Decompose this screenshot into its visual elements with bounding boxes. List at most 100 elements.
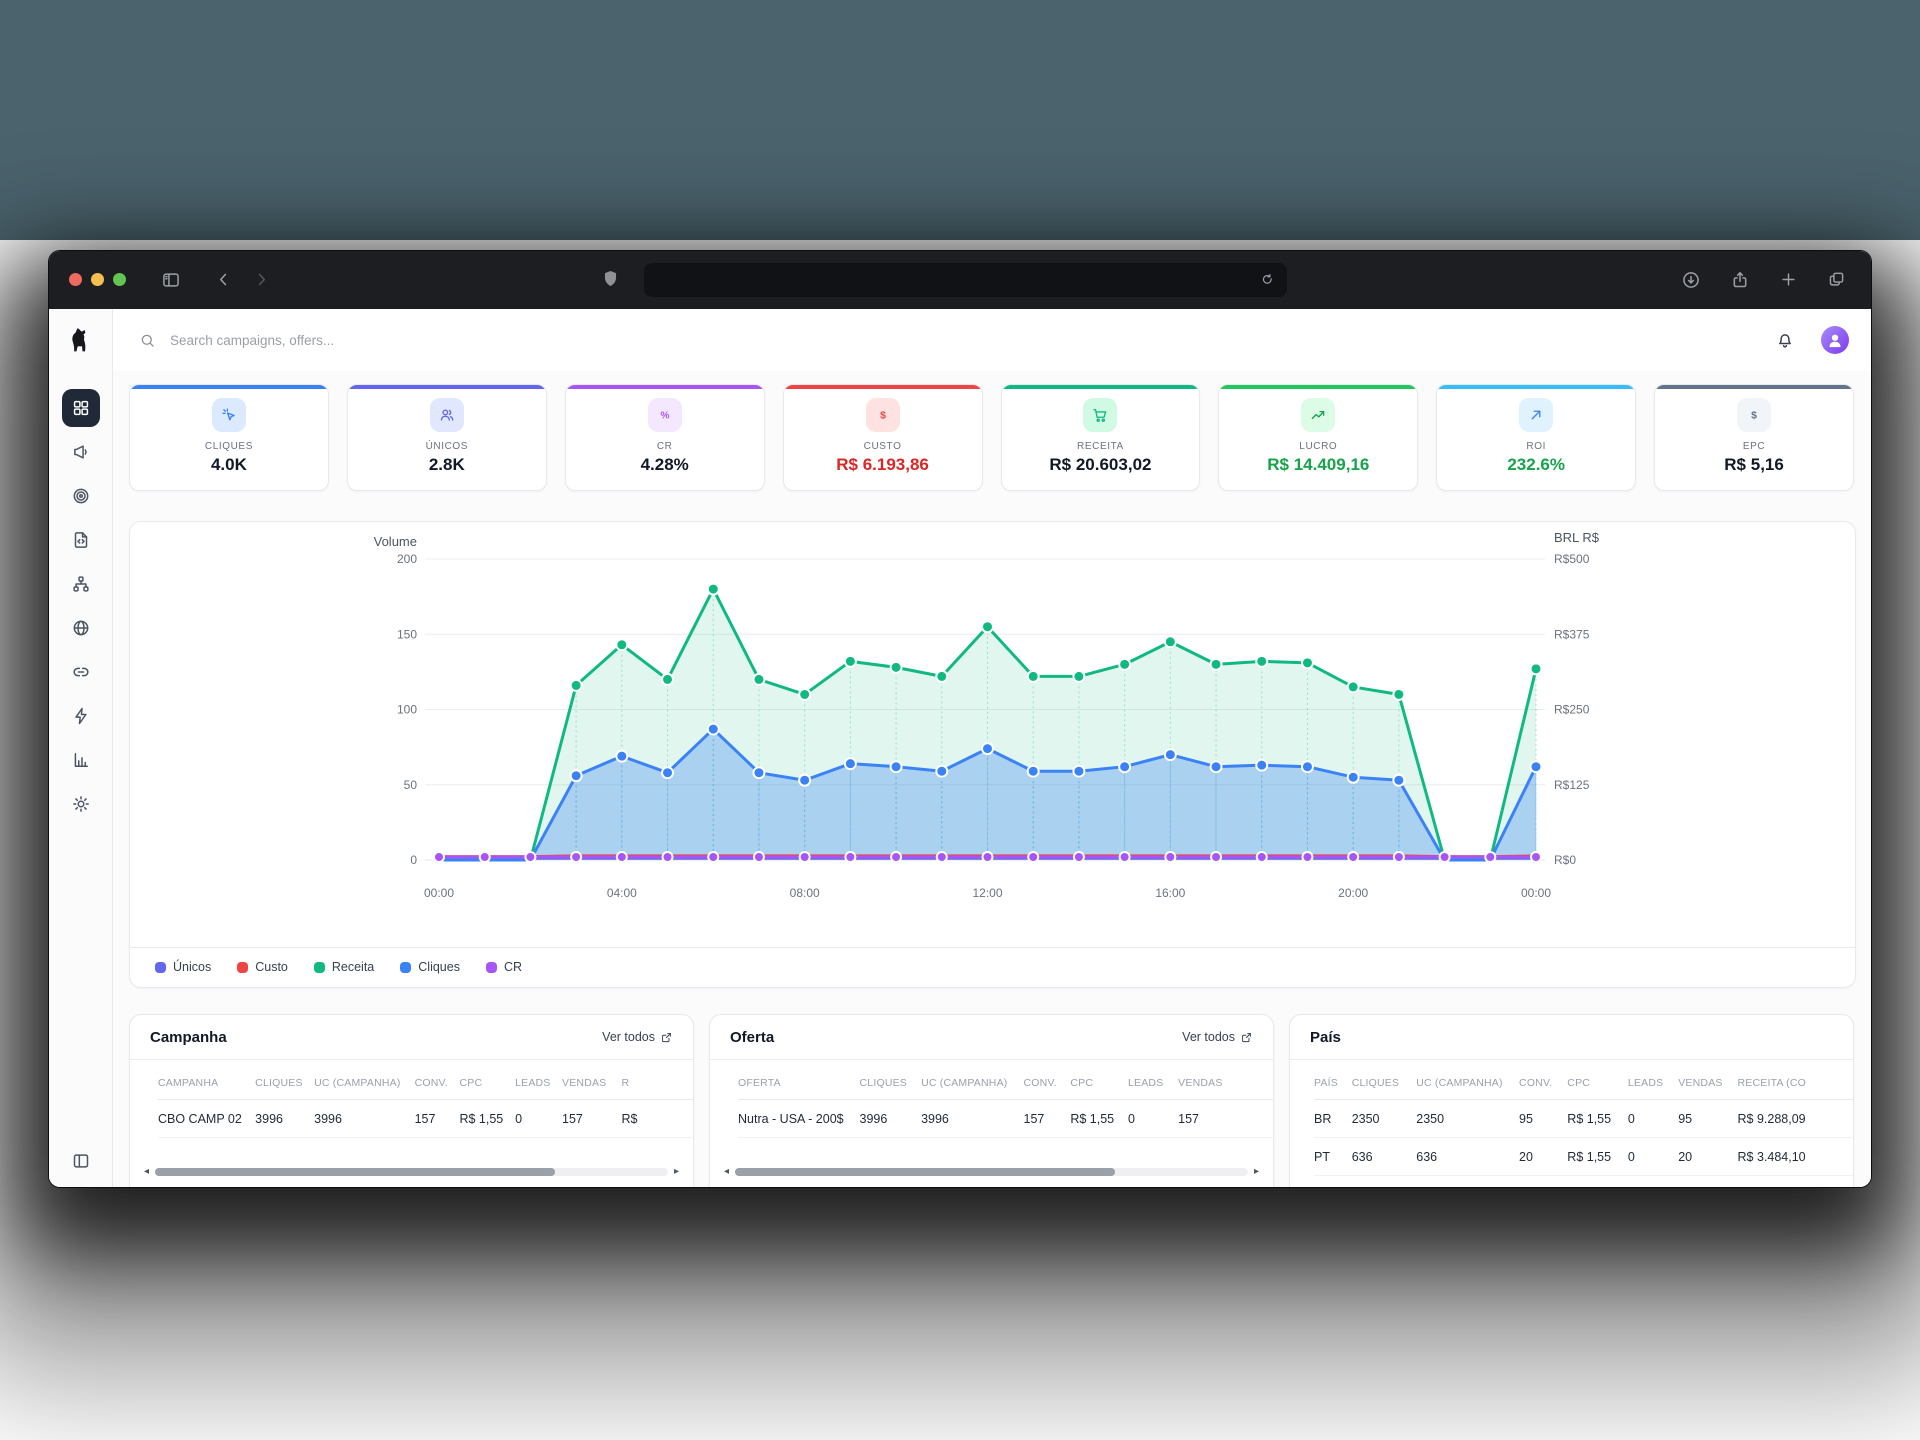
kpi-value: R$ 5,16 (1724, 455, 1784, 474)
close-button[interactable] (69, 273, 82, 286)
sidebar-item-automation[interactable] (62, 697, 100, 735)
panel-left-icon (163, 273, 179, 287)
app-root: CLIQUES 4.0K ÚNICOS 2.8K% CR 4.28% $ CUSTO R$ 6.… (49, 309, 1871, 1187)
grid-icon (73, 400, 88, 416)
horizontal-scrollbar[interactable]: ◂ ▸ (144, 1165, 679, 1179)
ver-todos-link[interactable]: Ver todos (1182, 1030, 1253, 1044)
user-avatar[interactable] (1821, 326, 1849, 354)
sidebar-item-domains[interactable] (62, 609, 100, 647)
scroll-left-arrow[interactable]: ◂ (144, 1166, 150, 1177)
kpi-accent-bar (130, 385, 328, 389)
svg-text:R$250: R$250 (1554, 703, 1590, 717)
sidebar-item-landing-pages[interactable] (62, 521, 100, 559)
kpi-accent-bar (1219, 385, 1418, 389)
scrollbar-track[interactable] (735, 1168, 1248, 1176)
legend-item-receita[interactable]: Receita (313, 960, 374, 974)
legend-label: CR (503, 960, 523, 974)
table-column-header: CONV. (1519, 1060, 1568, 1100)
back-icon[interactable] (214, 270, 233, 289)
legend-item-cr[interactable]: CR (485, 960, 523, 974)
cursor-click-icon (222, 408, 235, 421)
new-tab-icon[interactable] (1779, 270, 1798, 289)
sidebar-item-links[interactable] (62, 653, 100, 691)
legend-swatch (237, 961, 249, 973)
browser-window: CLIQUES 4.0K ÚNICOS 2.8K% CR 4.28% $ CUSTO R$ 6.… (48, 250, 1872, 1188)
table-cell: 2350 (1416, 1099, 1520, 1138)
app-logo-dog-icon[interactable] (64, 323, 98, 357)
scroll-right-arrow[interactable]: ▸ (673, 1166, 679, 1177)
traffic-lights (69, 273, 126, 286)
table-card-país: País PAÍS CLIQUES UC (CAMPANHA) CONV. CPC LEAD… (1289, 1014, 1854, 1187)
kpi-card-cliques: CLIQUES 4.0K (129, 384, 329, 491)
url-input[interactable] (656, 271, 1260, 289)
users-icon (440, 409, 454, 421)
download-icon (1683, 272, 1699, 288)
cart-icon (1093, 409, 1107, 422)
table-column-header: CONV. (1023, 1060, 1071, 1100)
sidebar-item-reports[interactable] (62, 741, 100, 779)
scrollbar-thumb[interactable] (735, 1168, 1115, 1176)
table-cell: 157 (1023, 1099, 1071, 1138)
file-code-icon (74, 532, 87, 548)
table-cell: R$ 1,55 (459, 1099, 516, 1138)
kpi-label: CR (656, 441, 673, 452)
zap-icon (74, 707, 87, 725)
target-icon (73, 488, 88, 504)
bell-icon (1779, 334, 1791, 348)
sidebar-collapse-icon[interactable] (49, 1151, 112, 1171)
kpi-card-receita: RECEITA R$ 20.603,02 (1000, 384, 1201, 491)
shield-icon (601, 269, 620, 288)
horizontal-scrollbar[interactable]: ◂ ▸ (724, 1165, 1259, 1179)
ver-todos-link[interactable]: Ver todos (602, 1030, 673, 1044)
kpi-icon-chip (429, 398, 464, 432)
svg-text:12:00: 12:00 (972, 886, 1002, 900)
tab-overview-icon[interactable] (1827, 270, 1846, 289)
table-cell: CBO CAMP 02 (158, 1099, 256, 1138)
percent-icon: % (660, 410, 669, 421)
kpi-icon-chip: $ (1737, 398, 1772, 432)
legend-item-únicos[interactable]: Únicos (155, 960, 211, 974)
table-cell: R$ (621, 1099, 693, 1138)
table-column-header: UC (CAMPANHA) (921, 1060, 1024, 1100)
share-icon[interactable] (1730, 270, 1750, 290)
table-column-header: CPC (459, 1060, 516, 1100)
search-input[interactable] (168, 331, 592, 349)
kpi-value: R$ 14.409,16 (1267, 455, 1370, 474)
forward-icon[interactable] (252, 270, 271, 289)
kpi-card-epc: $ EPC R$ 5,16 (1654, 384, 1854, 491)
downloads-icon[interactable] (1681, 270, 1701, 290)
scrollbar-thumb[interactable] (155, 1168, 556, 1176)
share-icon (1733, 272, 1747, 288)
zoom-button[interactable] (113, 273, 126, 286)
sidebar-item-settings[interactable] (62, 785, 100, 823)
legend-swatch (485, 961, 497, 973)
legend-item-cliques[interactable]: Cliques (400, 960, 460, 974)
kpi-accent-bar (347, 385, 546, 389)
kpi-value: 4.28% (640, 455, 689, 474)
svg-text:50: 50 (404, 778, 418, 792)
sidebar-item-dashboard[interactable] (61, 389, 100, 427)
plus-icon (1782, 273, 1795, 286)
url-bar[interactable] (644, 263, 1287, 297)
dollar-icon: $ (880, 410, 886, 422)
table-column-header: CLIQUES (1351, 1060, 1417, 1100)
reload-icon[interactable] (1260, 273, 1275, 288)
table-column-header: UC (CAMPANHA) (314, 1060, 415, 1100)
sidebar-toggle-icon[interactable] (161, 270, 181, 290)
minimize-button[interactable] (91, 273, 104, 286)
sidebar-item-offers[interactable] (62, 477, 100, 515)
gear-icon (72, 796, 89, 812)
sidebar-item-flows[interactable] (62, 565, 100, 603)
sidebar-item-campaigns[interactable] (62, 433, 100, 471)
notifications-bell-icon[interactable] (1775, 330, 1795, 350)
legend-item-custo[interactable]: Custo (237, 960, 288, 974)
tabs-icon (1829, 272, 1844, 286)
scroll-right-arrow[interactable]: ▸ (1253, 1166, 1259, 1177)
scrollbar-track[interactable] (155, 1168, 668, 1176)
kpi-card-cr: % CR 4.28% (564, 384, 765, 491)
table-cell: 2350 (1351, 1099, 1417, 1138)
scroll-left-arrow[interactable]: ◂ (724, 1166, 730, 1177)
kpi-label: EPC (1742, 441, 1766, 452)
kpi-icon-chip: $ (865, 398, 900, 432)
svg-text:0: 0 (410, 853, 417, 867)
